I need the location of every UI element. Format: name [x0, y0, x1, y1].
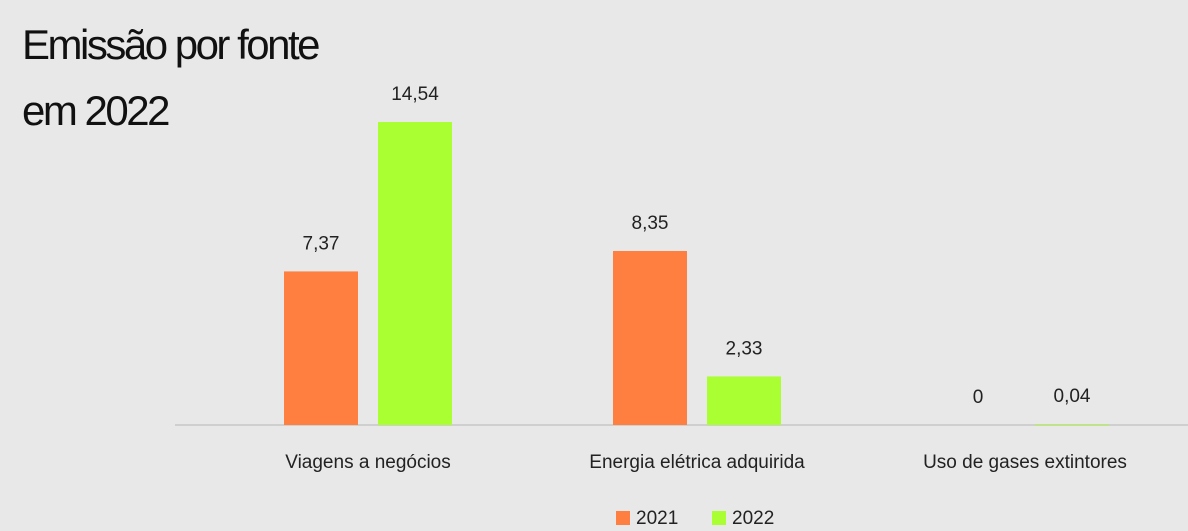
- legend-label: 2021: [636, 508, 678, 529]
- bar: [1035, 424, 1109, 425]
- chart-title: Emissão por fonte em 2022: [22, 21, 321, 134]
- data-label: 0: [973, 387, 984, 408]
- legend-label: 2022: [732, 508, 774, 529]
- x-tick-label: Uso de gases extintores: [923, 452, 1127, 473]
- bar: [613, 250, 687, 425]
- data-label: 8,35: [632, 213, 669, 234]
- bar: [284, 271, 358, 425]
- data-label: 14,54: [391, 84, 439, 105]
- data-label: 7,37: [303, 233, 340, 254]
- legend-swatch: [712, 511, 726, 525]
- data-label: 2,33: [726, 338, 763, 359]
- data-label: 0,04: [1054, 386, 1091, 407]
- bar: [378, 122, 452, 425]
- x-tick-label: Viagens a negócios: [285, 452, 451, 473]
- x-tick-label: Energia elétrica adquirida: [589, 452, 805, 473]
- legend-swatch: [616, 511, 630, 525]
- bar: [707, 376, 781, 425]
